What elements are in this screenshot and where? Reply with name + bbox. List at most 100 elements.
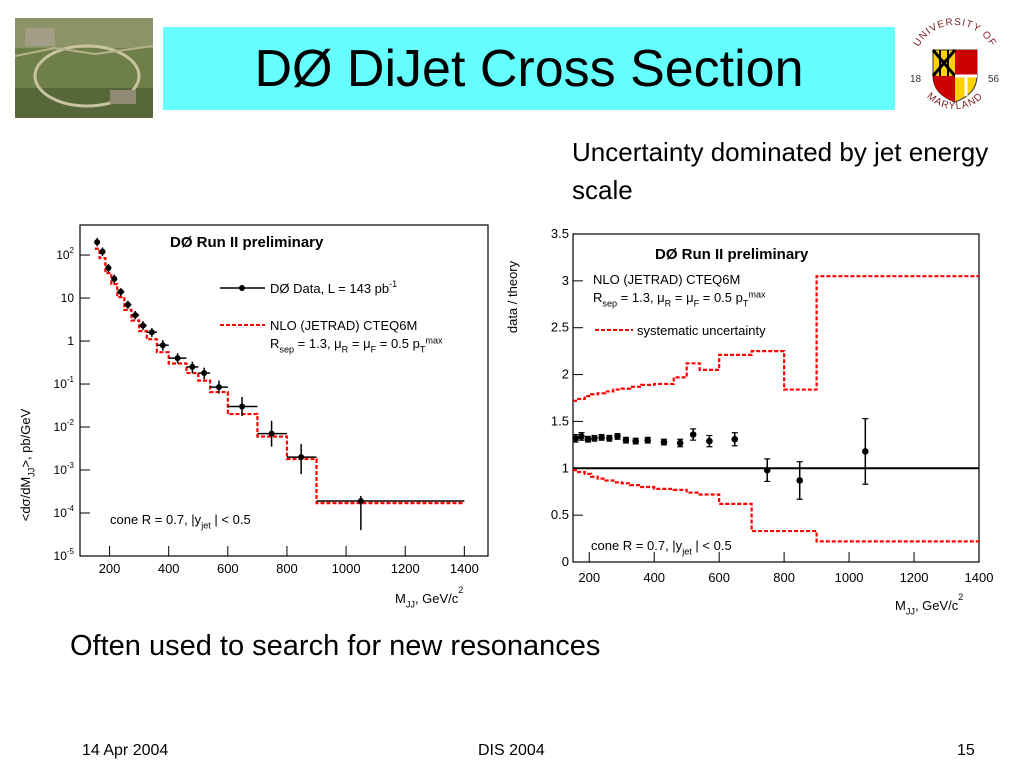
ratio-point-5: [606, 434, 613, 442]
logo-year-right: 56: [988, 74, 1000, 85]
x-tick-label-800: 800: [276, 561, 298, 576]
cross-section-plot: 102 10 1 10-1 10-2 10-3 10-4 10-5 200 400 600 800 10…: [18, 224, 489, 610]
data-marker: [201, 370, 208, 377]
ratio-point-11: [676, 438, 684, 448]
ratio-marker: [731, 435, 739, 443]
ratio-marker: [598, 434, 605, 441]
data-point-8: [146, 328, 157, 337]
ratio-point-2: [584, 435, 592, 443]
x-tick-label-400: 400: [158, 561, 180, 576]
ratio-marker: [606, 434, 613, 442]
plot-frame: [79, 224, 489, 557]
ratio-point-16: [796, 461, 804, 500]
ratio-marker: [689, 431, 697, 438]
y-tick-label-2: 1: [67, 334, 74, 348]
ratio-point-10: [660, 438, 668, 446]
legend-data-label: DØ Data, L = 143 pb-1: [270, 279, 397, 296]
data-point-3: [111, 274, 118, 284]
data-marker: [239, 403, 246, 410]
ratio-marker: [644, 436, 652, 444]
data-marker: [132, 312, 139, 319]
data-point-2: [105, 263, 112, 273]
footer-date: 14 Apr 2004: [82, 742, 169, 759]
data-marker: [117, 288, 124, 295]
y-tick-label-2: 1: [562, 460, 569, 475]
x-tick-label-1000: 1000: [835, 570, 864, 585]
ratio-marker: [572, 434, 579, 442]
ratio-marker: [763, 466, 771, 474]
data-marker: [298, 454, 305, 461]
ratio-point-17: [862, 418, 869, 485]
y-axis-title: <dσ/dMJJ>, pb/GeV: [18, 408, 37, 521]
x-axis-title: MJJ, GeV/c2: [395, 585, 463, 610]
data-point-15: [257, 420, 287, 447]
data-point-7: [139, 321, 147, 331]
data-marker: [111, 275, 118, 282]
ratio-marker: [676, 439, 684, 447]
data-point-5: [124, 300, 132, 309]
legend-systematic-label: systematic uncertainty: [637, 323, 766, 338]
data-point-12: [198, 367, 211, 380]
ratio-point-7: [622, 436, 630, 444]
y-tick-label-1: 10: [61, 291, 75, 305]
x-tick-label-600: 600: [217, 561, 239, 576]
legend-theory-model: NLO (JETRAD) CTEQ6M: [593, 272, 740, 287]
data-point-13: [210, 380, 228, 394]
plot-frame: [572, 233, 980, 563]
ratio-point-3: [591, 434, 598, 442]
y-tick-label-5: 10-3: [54, 461, 75, 477]
data-marker: [215, 384, 222, 391]
ratio-marker: [632, 437, 639, 445]
university-seal-logo: UNIVERSITY OF MARYLAND 18 56: [905, 17, 1005, 117]
ratio-point-9: [644, 436, 652, 444]
cut-label: cone R = 0.7, |yjet | < 0.5: [591, 538, 732, 557]
legend-theory-label: NLO (JETRAD) CTEQ6M: [270, 318, 417, 333]
ratio-marker: [796, 477, 804, 484]
logo-year-left: 18: [910, 74, 922, 85]
title-bar: DØ DiJet Cross Section: [163, 27, 895, 110]
data-point-6: [131, 310, 140, 320]
ratio-point-4: [598, 433, 605, 441]
x-tick-label-1400: 1400: [965, 570, 994, 585]
ratio-point-14: [731, 432, 739, 447]
accelerator-photo: [15, 18, 153, 118]
legend-parameters: Rsep = 1.3, μR = μF = 0.5 pTmax: [270, 335, 443, 354]
x-tick-label-800: 800: [773, 570, 795, 585]
data-theory-ratio-plot: 0 0.5 1 1.5 2 2.5 3 3.5 200 400 600 800 1000 1200 1400…: [505, 226, 994, 617]
data-point-1: [99, 247, 106, 257]
y-tick-label-6: 10-4: [54, 504, 75, 520]
ratio-marker: [660, 438, 668, 446]
y-tick-label-4: 2: [562, 367, 569, 382]
data-marker: [159, 342, 166, 349]
ratio-point-6: [614, 433, 621, 440]
y-tick-label-6: 3: [562, 273, 569, 288]
ratio-marker: [614, 433, 621, 440]
maryland-shield-icon: [931, 49, 978, 103]
x-tick-label-400: 400: [643, 570, 665, 585]
ratio-marker: [706, 437, 713, 445]
data-marker: [94, 239, 101, 246]
data-marker: [124, 301, 131, 308]
ratio-marker: [584, 435, 592, 443]
data-point-4: [117, 288, 125, 297]
legend-data-marker: [239, 285, 245, 291]
y-tick-label-3: 1.5: [551, 413, 569, 428]
legend-parameters: Rsep = 1.3, μR = μF = 0.5 pTmax: [593, 289, 766, 308]
x-tick-label-1400: 1400: [450, 561, 479, 576]
data-marker: [105, 264, 112, 271]
y-tick-label-3: 10-1: [54, 375, 75, 391]
ratio-point-8: [632, 437, 639, 445]
x-tick-label-600: 600: [708, 570, 730, 585]
data-point-17: [316, 495, 465, 531]
x-tick-label-200: 200: [99, 561, 121, 576]
uncertainty-note: Uncertainty dominated by jet energy scal…: [572, 137, 989, 205]
cut-label: cone R = 0.7, |yjet | < 0.5: [110, 512, 251, 531]
y-axis-title: data / theory: [505, 260, 520, 333]
y-tick-label-7: 3.5: [551, 226, 569, 241]
footer-page-number: 15: [957, 742, 975, 759]
ratio-marker: [578, 433, 585, 440]
data-point-11: [186, 361, 199, 374]
y-tick-label-7: 10-5: [54, 547, 75, 563]
x-tick-label-200: 200: [578, 570, 600, 585]
x-tick-label-1200: 1200: [391, 561, 420, 576]
